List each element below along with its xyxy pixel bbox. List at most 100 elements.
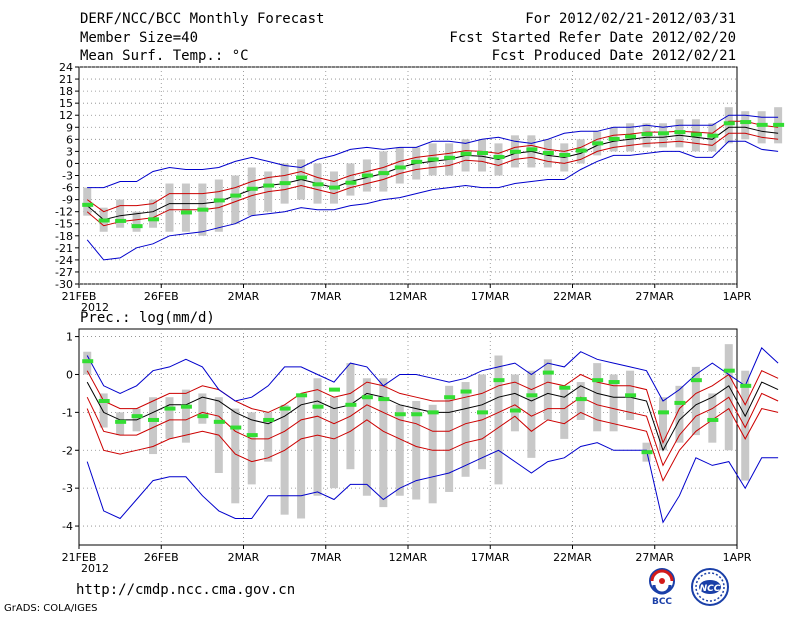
temperature-panel-title: Mean Surf. Temp.: °C — [80, 48, 249, 64]
panel2-range-bar — [593, 363, 602, 432]
panel1-ytick-label: 9 — [66, 121, 73, 134]
panel2-xtick-label: 17MAR — [471, 551, 510, 564]
refer-date-label: Fcst Started Refer Date 2012/02/20 — [449, 30, 736, 46]
panel2-series-mean-0-5-std — [86, 392, 779, 467]
panel1-observation-marker — [98, 218, 110, 223]
ncc-logo-text: NCC — [700, 584, 721, 594]
panel1-xtick-label: 12MAR — [389, 290, 428, 303]
panel2-observation-marker — [460, 389, 472, 394]
panel1-observation-marker — [608, 136, 620, 141]
panel1-observation-marker — [575, 148, 587, 153]
panel2-observation-marker — [674, 400, 686, 405]
chart-title: DERF/NCC/BCC Monthly Forecast — [80, 11, 325, 27]
panel1-ytick-label: 12 — [59, 109, 73, 122]
panel2-observation-marker — [148, 417, 160, 422]
panel1-ytick-label: -24 — [55, 254, 73, 267]
panel1-observation-marker — [246, 186, 258, 191]
panel2-xtick-label: 26FEB — [144, 551, 179, 564]
panel2-observation-marker — [509, 408, 521, 413]
panel1-range-bar — [724, 107, 733, 144]
panel1-observation-marker — [230, 193, 242, 198]
panel2-observation-marker — [723, 368, 735, 373]
panel2-observation-marker — [115, 419, 127, 424]
panel1-year-label: 2012 — [81, 301, 109, 314]
panel1-observation-marker — [394, 165, 406, 170]
panel2-range-bar — [428, 404, 437, 504]
panel2-range-bar — [445, 385, 454, 492]
panel1-observation-marker — [345, 180, 357, 185]
panel1-observation-marker — [279, 181, 291, 186]
panel2-range-bar — [362, 378, 371, 496]
produced-date-label: Fcst Produced Date 2012/02/21 — [491, 48, 736, 64]
panel2-observation-marker — [707, 417, 719, 422]
panel2-year-label: 2012 — [81, 562, 109, 575]
panel2-observation-marker — [82, 359, 94, 364]
panel2-observation-marker — [164, 406, 176, 411]
panel1-observation-marker — [444, 155, 456, 160]
panel2-observation-marker — [477, 410, 489, 415]
panel2-observation-marker — [526, 393, 538, 398]
panel1-series-max — [87, 114, 779, 189]
panel2-observation-marker — [394, 412, 406, 417]
panel2-observation-marker — [427, 410, 439, 415]
grads-credit: GrADS: COLA/IGES — [4, 603, 98, 614]
panel1-observation-marker — [773, 122, 785, 127]
panel2-range-bar — [461, 382, 470, 477]
panel1-range-bar — [478, 139, 487, 172]
panel2-range-bar — [313, 378, 322, 496]
panel1-ytick-label: 21 — [59, 73, 73, 86]
panel2-xtick-label: 12MAR — [389, 551, 428, 564]
panel1-range-bar — [395, 147, 404, 184]
panel2-observation-marker — [230, 425, 242, 430]
panel1-ytick-label: -18 — [55, 230, 73, 243]
panel2-range-bar — [609, 374, 618, 432]
panel2-ytick-label: -3 — [62, 482, 73, 495]
panel1-series-min — [86, 140, 779, 261]
panel1-observation-marker — [526, 147, 538, 152]
panel2-xtick-label: 1APR — [723, 551, 752, 564]
panel2-series-min — [86, 442, 779, 524]
panel2-observation-marker — [361, 395, 373, 400]
panel2-range-bar — [543, 359, 552, 420]
panel1-ytick-label: 3 — [66, 145, 73, 158]
panel1-observation-marker — [328, 185, 340, 190]
panel2-observation-marker — [213, 419, 225, 424]
panel2-observation-marker — [559, 385, 571, 390]
panel2-range-bar — [247, 412, 256, 485]
ncc-logo: NCC — [691, 568, 729, 606]
panel1-ytick-label: -9 — [62, 194, 73, 207]
panel2-observation-marker — [657, 410, 669, 415]
panel2-observation-marker — [625, 393, 637, 398]
panel1-observation-marker — [756, 122, 768, 127]
panel1-xtick-label: 21FEB — [62, 290, 97, 303]
panel1-xtick-label: 2MAR — [228, 290, 260, 303]
panel1-ytick-label: -27 — [55, 266, 73, 279]
panel2-xtick-label: 2MAR — [228, 551, 260, 564]
panel1-xtick-label: 7MAR — [310, 290, 342, 303]
panel2-series-mean-std — [86, 407, 779, 482]
panel2-observation-marker — [263, 417, 275, 422]
panel1-ytick-label: 15 — [59, 97, 73, 110]
panel2-range-bar — [741, 370, 750, 481]
panel1-xtick-label: 27MAR — [635, 290, 674, 303]
panel2-range-bar — [478, 374, 487, 470]
panel2-range-bar — [99, 393, 108, 428]
panel1-xtick-label: 26FEB — [144, 290, 179, 303]
panel2-ytick-label: -2 — [62, 444, 73, 457]
panel1-observation-marker — [723, 121, 735, 126]
source-url[interactable]: http://cmdp.ncc.cma.gov.cn — [76, 582, 296, 598]
panel2-range-bar — [329, 397, 338, 489]
panel2-xtick-label: 22MAR — [553, 551, 592, 564]
panel1-ytick-label: 6 — [66, 133, 73, 146]
panel1-range-bar — [165, 183, 174, 232]
panel1-range-bar — [757, 111, 766, 144]
panel2-range-bar — [181, 389, 190, 443]
panel1-observation-marker — [411, 159, 423, 164]
panel2-range-bar — [560, 389, 569, 439]
panel1-observation-marker — [559, 153, 571, 158]
panel1-observation-marker — [707, 133, 719, 138]
panel1-observation-marker — [657, 131, 669, 136]
panel1-observation-marker — [740, 120, 752, 125]
panel2-observation-marker — [328, 387, 340, 392]
panel1-observation-marker — [509, 149, 521, 154]
